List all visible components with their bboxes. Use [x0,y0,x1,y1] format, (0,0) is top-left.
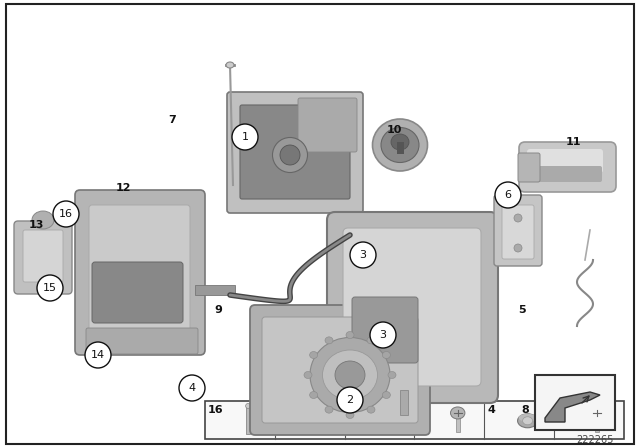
Text: 14: 14 [91,350,105,360]
Bar [246,405,250,434]
Text: 3: 3 [380,330,387,340]
Ellipse shape [391,134,409,150]
Text: 4: 4 [487,405,495,415]
Text: 3: 3 [557,405,564,415]
FancyBboxPatch shape [86,328,198,354]
Ellipse shape [514,244,522,252]
Bar [535,375,615,430]
FancyBboxPatch shape [519,142,616,192]
Ellipse shape [382,392,390,399]
Ellipse shape [310,352,317,358]
FancyBboxPatch shape [240,105,350,199]
FancyBboxPatch shape [250,305,430,435]
Text: 6: 6 [504,190,511,200]
FancyBboxPatch shape [494,195,542,266]
Text: 9: 9 [214,305,222,315]
Ellipse shape [367,337,375,344]
FancyBboxPatch shape [527,149,603,173]
Ellipse shape [32,211,54,229]
Bar [397,142,404,154]
FancyBboxPatch shape [343,228,481,386]
FancyBboxPatch shape [92,262,183,323]
Text: 4: 4 [188,383,196,393]
FancyBboxPatch shape [298,98,357,152]
FancyBboxPatch shape [262,317,418,423]
Circle shape [85,342,111,368]
Circle shape [350,242,376,268]
Text: 222265: 222265 [576,435,614,445]
FancyBboxPatch shape [89,205,190,339]
Ellipse shape [518,414,536,422]
Bar [400,390,408,415]
Circle shape [37,275,63,301]
Ellipse shape [280,145,300,165]
Text: 10: 10 [387,125,402,135]
FancyBboxPatch shape [327,212,498,403]
Ellipse shape [381,128,419,163]
Text: 15: 15 [43,283,57,293]
Bar [385,414,390,432]
Ellipse shape [451,407,465,419]
Bar [456,413,460,432]
Ellipse shape [325,406,333,413]
Ellipse shape [246,404,251,409]
Circle shape [179,375,205,401]
FancyBboxPatch shape [23,230,63,282]
Ellipse shape [310,392,317,399]
Ellipse shape [388,371,396,379]
Text: 14: 14 [348,405,363,415]
Ellipse shape [372,119,428,171]
Text: 8: 8 [521,405,529,415]
Ellipse shape [346,412,354,418]
Ellipse shape [311,407,325,419]
Ellipse shape [590,407,605,419]
Ellipse shape [310,337,390,413]
FancyBboxPatch shape [502,205,534,259]
FancyBboxPatch shape [14,221,72,294]
Ellipse shape [304,371,312,379]
Circle shape [495,182,521,208]
Polygon shape [545,392,600,422]
Ellipse shape [382,352,390,358]
FancyBboxPatch shape [75,190,205,355]
Text: 16: 16 [208,405,223,415]
Text: 13: 13 [28,220,44,230]
Ellipse shape [325,337,333,344]
Text: 5: 5 [518,305,526,315]
Circle shape [337,387,363,413]
Ellipse shape [226,62,234,68]
Bar [316,413,320,432]
Bar [195,285,235,295]
Ellipse shape [335,361,365,389]
Ellipse shape [378,409,397,420]
Circle shape [370,322,396,348]
Ellipse shape [514,214,522,222]
Bar [205,401,624,439]
Ellipse shape [323,350,378,400]
Ellipse shape [367,406,375,413]
Text: 3: 3 [360,250,367,260]
Text: 2: 2 [346,395,353,405]
Text: 7: 7 [168,115,176,125]
Circle shape [232,124,258,150]
FancyBboxPatch shape [528,166,602,182]
Text: 15: 15 [278,405,293,415]
FancyBboxPatch shape [518,153,540,182]
Circle shape [53,201,79,227]
FancyBboxPatch shape [352,297,418,363]
Text: 6: 6 [417,405,425,415]
Text: 16: 16 [59,209,73,219]
Ellipse shape [518,414,538,428]
Bar [595,413,600,432]
Text: 12: 12 [115,183,131,193]
FancyBboxPatch shape [227,92,363,213]
Text: 11: 11 [565,137,580,147]
Ellipse shape [273,138,307,172]
Ellipse shape [523,417,532,425]
Ellipse shape [346,332,354,339]
Text: 1: 1 [241,132,248,142]
